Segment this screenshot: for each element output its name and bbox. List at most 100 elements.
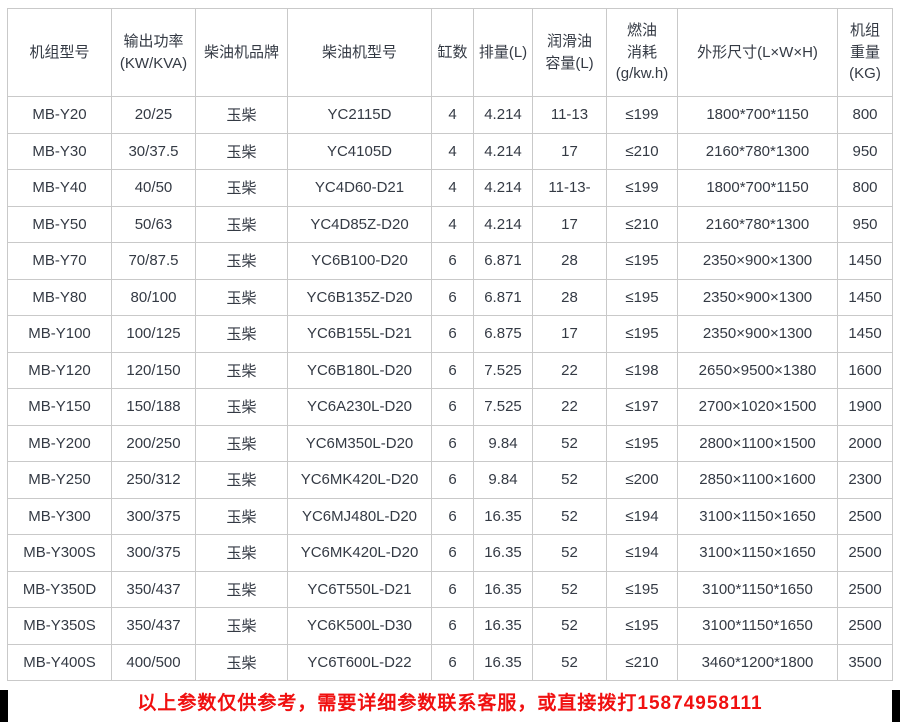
cell-engine-model: YC2115D	[287, 96, 432, 134]
cell-cylinders: 6	[431, 315, 474, 353]
cell-weight: 2000	[837, 424, 893, 462]
cell-fuel-consumption: ≤195	[606, 570, 678, 608]
column-header-dimensions: 外形尺寸(L×W×H)	[677, 8, 838, 97]
cell-model: MB-Y400S	[7, 643, 112, 681]
cell-brand: 玉柴	[195, 205, 288, 243]
cell-cylinders: 6	[431, 570, 474, 608]
cell-oil-capacity: 17	[532, 315, 607, 353]
cell-displacement: 7.525	[473, 351, 533, 389]
cell-displacement: 4.214	[473, 96, 533, 134]
cell-weight: 950	[837, 205, 893, 243]
cell-fuel-consumption: ≤195	[606, 315, 678, 353]
column-header-fuel-consumption: 燃油 消耗 (g/kw.h)	[606, 8, 678, 97]
cell-model: MB-Y350D	[7, 570, 112, 608]
cell-oil-capacity: 52	[532, 534, 607, 572]
cell-power: 40/50	[111, 169, 196, 207]
cell-cylinders: 6	[431, 278, 474, 316]
cell-weight: 2500	[837, 607, 893, 645]
cell-displacement: 6.871	[473, 278, 533, 316]
cell-brand: 玉柴	[195, 497, 288, 535]
table-row: MB-Y70 70/87.5 玉柴 YC6B100-D20 6 6.871 28 ≤195 23…	[7, 242, 893, 280]
table-row: MB-Y350D 350/437 玉柴 YC6T550L-D21 6 16.35 52 ≤19…	[7, 570, 893, 608]
cell-oil-capacity: 22	[532, 351, 607, 389]
cell-brand: 玉柴	[195, 242, 288, 280]
cell-brand: 玉柴	[195, 424, 288, 462]
cell-oil-capacity: 11-13	[532, 96, 607, 134]
cell-brand: 玉柴	[195, 607, 288, 645]
column-header-weight: 机组 重量 (KG)	[837, 8, 893, 97]
table-row: MB-Y200 200/250 玉柴 YC6M350L-D20 6 9.84 52 ≤195 2…	[7, 424, 893, 462]
cell-power: 150/188	[111, 388, 196, 426]
cell-fuel-consumption: ≤195	[606, 242, 678, 280]
column-header-model: 机组型号	[7, 8, 112, 97]
cell-model: MB-Y350S	[7, 607, 112, 645]
cell-cylinders: 6	[431, 607, 474, 645]
cell-cylinders: 6	[431, 497, 474, 535]
column-header-brand: 柴油机品牌	[195, 8, 288, 97]
cell-dimensions: 2350×900×1300	[677, 315, 838, 353]
table-row: MB-Y300 300/375 玉柴 YC6MJ480L-D20 6 16.35 52 ≤19…	[7, 497, 893, 535]
cell-dimensions: 3100×1150×1650	[677, 497, 838, 535]
cell-model: MB-Y40	[7, 169, 112, 207]
cell-engine-model: YC4105D	[287, 132, 432, 170]
cell-brand: 玉柴	[195, 315, 288, 353]
table-row: MB-Y300S 300/375 玉柴 YC6MK420L-D20 6 16.35 52 ≤1…	[7, 534, 893, 572]
table-row: MB-Y30 30/37.5 玉柴 YC4105D 4 4.214 17 ≤210 2160*7…	[7, 132, 893, 170]
cell-model: MB-Y30	[7, 132, 112, 170]
cell-dimensions: 2700×1020×1500	[677, 388, 838, 426]
cell-oil-capacity: 28	[532, 242, 607, 280]
cell-model: MB-Y300S	[7, 534, 112, 572]
cell-power: 350/437	[111, 607, 196, 645]
cell-oil-capacity: 52	[532, 497, 607, 535]
cell-brand: 玉柴	[195, 534, 288, 572]
table-row: MB-Y350S 350/437 玉柴 YC6K500L-D30 6 16.35 52 ≤19…	[7, 607, 893, 645]
column-header-displacement: 排量(L)	[473, 8, 533, 97]
cell-fuel-consumption: ≤195	[606, 278, 678, 316]
cell-dimensions: 2160*780*1300	[677, 132, 838, 170]
cell-engine-model: YC6MK420L-D20	[287, 534, 432, 572]
generator-spec-table: 机组型号 输出功率 (KW/KVA) 柴油机品牌 柴油机型号 缸数 排量(L) 润滑油 容量…	[7, 8, 893, 681]
cell-dimensions: 2350×900×1300	[677, 278, 838, 316]
table-row: MB-Y20 20/25 玉柴 YC2115D 4 4.214 11-13 ≤199 1800*…	[7, 96, 893, 134]
cell-engine-model: YC6T550L-D21	[287, 570, 432, 608]
table-row: MB-Y250 250/312 玉柴 YC6MK420L-D20 6 9.84 52 ≤200…	[7, 461, 893, 499]
cell-brand: 玉柴	[195, 570, 288, 608]
table-row: MB-Y150 150/188 玉柴 YC6A230L-D20 6 7.525 22 ≤197…	[7, 388, 893, 426]
cell-weight: 1450	[837, 278, 893, 316]
cell-brand: 玉柴	[195, 351, 288, 389]
cell-weight: 1450	[837, 242, 893, 280]
cell-engine-model: YC6A230L-D20	[287, 388, 432, 426]
cell-engine-model: YC6K500L-D30	[287, 607, 432, 645]
cell-fuel-consumption: ≤195	[606, 607, 678, 645]
cell-brand: 玉柴	[195, 643, 288, 681]
cell-engine-model: YC6T600L-D22	[287, 643, 432, 681]
cell-displacement: 9.84	[473, 424, 533, 462]
right-edge-artifact	[892, 690, 900, 722]
cell-cylinders: 6	[431, 461, 474, 499]
cell-power: 20/25	[111, 96, 196, 134]
cell-oil-capacity: 22	[532, 388, 607, 426]
cell-oil-capacity: 17	[532, 132, 607, 170]
cell-dimensions: 3100*1150*1650	[677, 570, 838, 608]
cell-cylinders: 6	[431, 388, 474, 426]
cell-power: 30/37.5	[111, 132, 196, 170]
cell-dimensions: 3460*1200*1800	[677, 643, 838, 681]
cell-cylinders: 4	[431, 205, 474, 243]
column-header-oil-capacity: 润滑油 容量(L)	[532, 8, 607, 97]
cell-brand: 玉柴	[195, 169, 288, 207]
cell-displacement: 16.35	[473, 534, 533, 572]
cell-weight: 2500	[837, 570, 893, 608]
cell-model: MB-Y20	[7, 96, 112, 134]
cell-weight: 2500	[837, 497, 893, 535]
cell-cylinders: 6	[431, 424, 474, 462]
cell-weight: 2300	[837, 461, 893, 499]
cell-weight: 3500	[837, 643, 893, 681]
cell-fuel-consumption: ≤198	[606, 351, 678, 389]
table-row: MB-Y40 40/50 玉柴 YC4D60-D21 4 4.214 11-13- ≤199 1…	[7, 169, 893, 207]
cell-dimensions: 3100*1150*1650	[677, 607, 838, 645]
cell-displacement: 6.875	[473, 315, 533, 353]
cell-fuel-consumption: ≤195	[606, 424, 678, 462]
cell-displacement: 16.35	[473, 643, 533, 681]
table-row: MB-Y50 50/63 玉柴 YC4D85Z-D20 4 4.214 17 ≤210 2160…	[7, 205, 893, 243]
